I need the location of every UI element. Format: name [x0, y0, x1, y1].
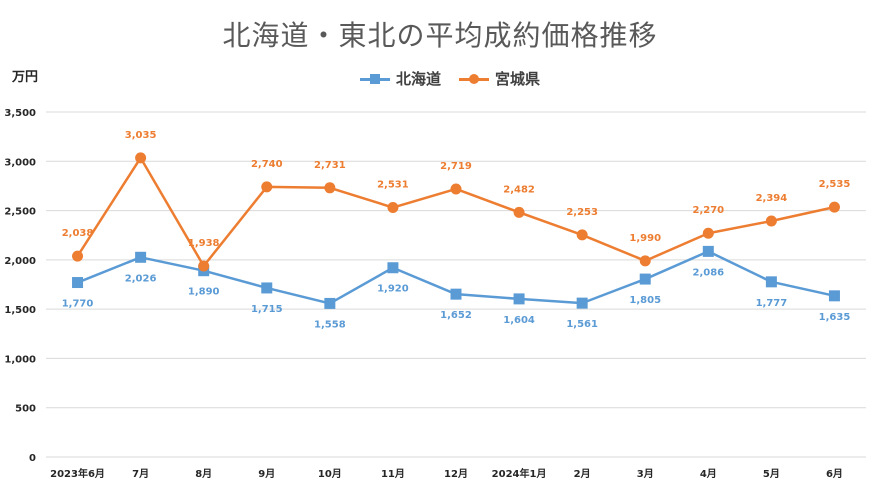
y-tick-label: 1,500	[4, 305, 36, 316]
data-label: 1,770	[62, 299, 94, 310]
x-tick-label: 4月	[700, 468, 717, 480]
data-label: 2,740	[251, 159, 283, 170]
x-tick-label: 2023年6月	[50, 467, 105, 480]
data-label: 2,531	[377, 180, 409, 191]
data-label: 1,938	[188, 238, 220, 249]
data-point	[513, 206, 525, 218]
data-point	[765, 215, 777, 227]
y-tick-label: 3,500	[4, 108, 36, 119]
data-point	[450, 183, 462, 195]
data-label: 1,715	[251, 304, 283, 315]
data-point	[72, 250, 84, 262]
data-label: 1,604	[503, 315, 535, 326]
data-point	[387, 202, 399, 214]
data-point	[765, 276, 777, 288]
data-label: 1,805	[629, 295, 661, 306]
x-tick-label: 2024年1月	[492, 467, 547, 480]
data-point	[261, 181, 273, 193]
data-point	[450, 288, 462, 300]
data-label: 2,086	[692, 267, 724, 278]
data-label: 2,038	[62, 228, 94, 239]
data-label: 2,026	[125, 273, 157, 284]
y-tick-label: 0	[29, 453, 36, 464]
legend-item-miyagi: 宮城県	[459, 68, 540, 89]
data-point	[324, 182, 336, 194]
x-tick-label: 2月	[574, 468, 591, 480]
data-label: 2,253	[566, 207, 598, 218]
y-tick-label: 500	[15, 404, 36, 415]
x-tick-label: 8月	[195, 468, 212, 480]
data-label: 2,535	[819, 179, 851, 190]
data-label: 2,270	[692, 205, 724, 216]
data-point	[324, 297, 336, 309]
data-label: 1,561	[566, 319, 598, 330]
data-label: 1,890	[188, 287, 220, 298]
data-label: 2,394	[756, 193, 788, 204]
data-label: 1,652	[440, 310, 472, 321]
data-point	[828, 201, 840, 213]
x-tick-label: 7月	[132, 468, 149, 480]
legend-label-miyagi: 宮城県	[495, 70, 541, 88]
y-axis-unit-label: 万円	[12, 70, 39, 85]
legend: 北海道 宮城県	[360, 68, 540, 89]
x-tick-label: 6月	[826, 468, 843, 480]
legend-swatch-hokkaido	[360, 73, 390, 85]
y-tick-label: 1,000	[4, 354, 36, 365]
chart-title: 北海道・東北の平均成約価格推移	[222, 19, 658, 52]
x-tick-label: 12月	[444, 468, 468, 480]
data-label: 1,990	[629, 233, 661, 244]
data-point	[387, 262, 399, 274]
data-point	[261, 282, 273, 294]
y-tick-label: 2,000	[4, 256, 36, 267]
legend-item-hokkaido: 北海道	[360, 68, 441, 89]
data-label: 2,482	[503, 184, 535, 195]
x-tick-label: 5月	[763, 468, 780, 480]
data-point	[576, 229, 588, 241]
x-tick-label: 9月	[258, 468, 275, 480]
y-tick-label: 2,500	[4, 207, 36, 218]
data-label: 2,719	[440, 161, 472, 172]
legend-label-hokkaido: 北海道	[396, 70, 442, 88]
data-label: 1,558	[314, 319, 346, 330]
data-point	[198, 260, 210, 272]
data-point	[513, 293, 525, 305]
x-tick-label: 3月	[637, 468, 654, 480]
data-point	[639, 273, 651, 285]
data-point	[702, 245, 714, 257]
data-point	[576, 297, 588, 309]
data-point	[702, 227, 714, 239]
data-point	[639, 255, 651, 267]
legend-swatch-miyagi	[459, 73, 490, 85]
x-tick-label: 11月	[381, 468, 405, 480]
data-point	[135, 251, 147, 263]
data-label: 3,035	[125, 130, 157, 141]
data-point	[135, 152, 147, 164]
data-label: 2,731	[314, 160, 346, 171]
data-point	[828, 290, 840, 302]
data-label: 1,635	[819, 312, 851, 323]
data-point	[72, 277, 84, 289]
y-tick-label: 3,000	[4, 157, 36, 168]
x-tick-label: 10月	[318, 468, 342, 480]
data-label: 1,920	[377, 284, 409, 295]
data-label: 1,777	[756, 298, 788, 309]
